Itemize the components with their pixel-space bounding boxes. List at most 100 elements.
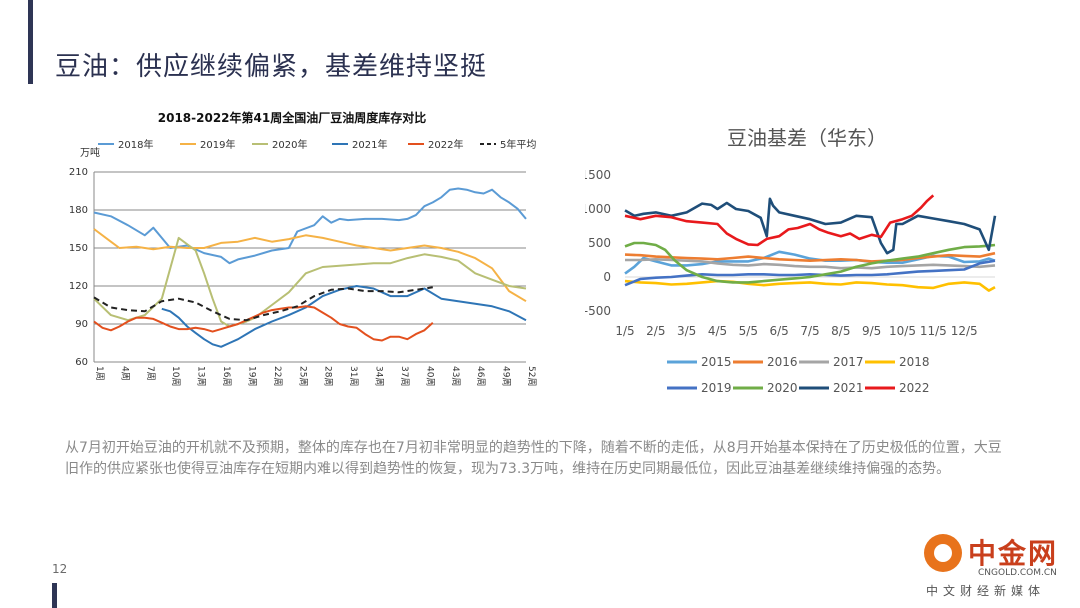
legend-item-2017: 2017 <box>799 355 864 369</box>
x-tick-label: 31周 <box>348 366 359 386</box>
series-line-5 <box>93 286 433 322</box>
y-tick-label: 0 <box>603 270 611 284</box>
logo-mark-icon <box>924 534 962 572</box>
legend-label: 2019 <box>701 381 732 395</box>
legend-label: 2016 <box>767 355 798 369</box>
y-tick-label: 500 <box>588 236 611 250</box>
x-tick-label: 13周 <box>196 366 207 386</box>
y-tick-label: -500 <box>585 304 611 318</box>
legend-label: 2020 <box>767 381 798 395</box>
basis-chart: 豆油基差（华东） -500 0 500 1000 1500 1/5 2/5 3/5 4/5 5/… <box>585 126 997 395</box>
legend-item-2021: 2021 <box>799 381 864 395</box>
page-title: 豆油：供应继续偏紧，基差维持坚挺 <box>55 52 488 82</box>
inventory-y-unit: 万吨 <box>80 146 100 159</box>
cngold-logo: 中金网 CNGOLD.COM.CN 中文财经新媒体 <box>918 532 1068 602</box>
legend-item-2019: 2019年 <box>180 138 235 151</box>
legend-label: 2021年 <box>352 138 387 151</box>
x-tick-label: 49周 <box>501 366 512 386</box>
legend-item-2021: 2021年 <box>332 138 387 151</box>
x-tick-label: 28周 <box>323 366 334 386</box>
footer-accent-bar <box>52 583 57 608</box>
logo-subtitle: 中文财经新媒体 <box>926 584 1046 598</box>
legend-label: 5年平均 <box>500 138 536 151</box>
legend-item-2020: 2020 <box>733 381 798 395</box>
y-tick-label: 150 <box>69 243 88 254</box>
series-line-2016 <box>624 251 996 263</box>
legend-label: 2019年 <box>200 138 235 151</box>
series-line-2019 <box>93 228 527 303</box>
x-tick-label: 19周 <box>246 366 257 386</box>
legend-label: 2020年 <box>272 138 307 151</box>
legend-item-2018: 2018 <box>865 355 930 369</box>
basis-chart-legend: 2015 2016 2017 2018 2019 2020 2021 2022 <box>667 355 930 395</box>
x-tick-label: 25周 <box>297 366 308 386</box>
y-tick-label: 1000 <box>585 202 611 216</box>
y-tick-label: 120 <box>69 281 88 292</box>
series-line-2021 <box>624 197 997 255</box>
x-tick-label: 12/5 <box>951 324 978 338</box>
x-tick-label: 9/5 <box>862 324 881 338</box>
page-number: 12 <box>52 562 68 576</box>
legend-item-5: 5年平均 <box>480 138 536 151</box>
x-tick-label: 10/5 <box>889 324 916 338</box>
inventory-chart-legend: 2018年 2019年 2020年 2021年 2022年 5年平均 <box>98 138 536 151</box>
legend-label: 2018年 <box>118 138 153 151</box>
x-tick-label: 4周 <box>119 366 130 381</box>
series-line-2022 <box>93 305 434 342</box>
basis-chart-series <box>624 194 997 292</box>
inventory-chart-series <box>93 187 527 348</box>
legend-label: 2022 <box>899 381 930 395</box>
inventory-x-axis: 1周 4周 7周 10周 13周 16周 19周 22周 25周 28周 31周 34周 37周 40周 4… <box>94 366 537 386</box>
legend-item-2016: 2016 <box>733 355 798 369</box>
y-tick-label: 60 <box>75 357 88 368</box>
x-tick-label: 7周 <box>145 366 156 381</box>
basis-x-axis: 1/5 2/5 3/5 4/5 5/5 6/5 7/5 8/5 9/5 10/5 11/5 12/5 <box>615 324 977 338</box>
legend-item-2015: 2015 <box>667 355 732 369</box>
analysis-paragraph: 从7月初开始豆油的开机就不及预期，整体的库存也在7月初非常明显的趋势性的下降，随… <box>65 440 1002 477</box>
x-tick-label: 46周 <box>475 366 486 386</box>
x-tick-label: 43周 <box>450 366 461 386</box>
series-line-2018 <box>624 279 996 292</box>
x-tick-label: 16周 <box>221 366 232 386</box>
y-tick-label: 180 <box>69 205 88 216</box>
x-tick-label: 37周 <box>399 366 410 386</box>
series-line-2021 <box>161 285 527 348</box>
inventory-chart: 2018-2022年第41周全国油厂豆油周度库存对比 2018年 2019年 202… <box>69 110 537 386</box>
x-tick-label: 11/5 <box>920 324 947 338</box>
logo-name: 中金网 <box>968 537 1059 570</box>
series-line-2020 <box>93 236 527 328</box>
legend-label: 2017 <box>833 355 864 369</box>
x-tick-label: 7/5 <box>800 324 819 338</box>
series-line-2019 <box>624 259 996 287</box>
x-tick-label: 22周 <box>272 366 283 386</box>
legend-label: 2022年 <box>428 138 463 151</box>
x-tick-label: 10周 <box>170 366 181 386</box>
x-tick-label: 1/5 <box>615 324 634 338</box>
x-tick-label: 2/5 <box>646 324 665 338</box>
legend-label: 2018 <box>899 355 930 369</box>
x-tick-label: 5/5 <box>739 324 758 338</box>
logo-url: CNGOLD.COM.CN <box>978 568 1057 578</box>
inventory-chart-title: 2018-2022年第41周全国油厂豆油周度库存对比 <box>158 110 426 125</box>
legend-item-2020: 2020年 <box>252 138 307 151</box>
y-tick-label: 210 <box>69 167 88 178</box>
x-tick-label: 52周 <box>526 366 537 386</box>
legend-label: 2021 <box>833 381 864 395</box>
y-tick-label: 1500 <box>585 168 611 182</box>
title-accent-bar <box>28 0 33 84</box>
legend-item-2018: 2018年 <box>98 138 153 151</box>
legend-label: 2015 <box>701 355 732 369</box>
x-tick-label: 4/5 <box>708 324 727 338</box>
legend-item-2022: 2022 <box>865 381 930 395</box>
legend-item-2022: 2022年 <box>408 138 463 151</box>
series-line-2020 <box>624 241 996 284</box>
x-tick-label: 8/5 <box>831 324 850 338</box>
x-tick-label: 3/5 <box>677 324 696 338</box>
x-tick-label: 40周 <box>424 366 435 386</box>
x-tick-label: 34周 <box>374 366 385 386</box>
legend-item-2019: 2019 <box>667 381 732 395</box>
series-line-2017 <box>625 258 996 270</box>
x-tick-label: 1周 <box>94 366 105 381</box>
basis-chart-title: 豆油基差（华东） <box>727 126 887 150</box>
series-line-2022 <box>624 194 935 247</box>
